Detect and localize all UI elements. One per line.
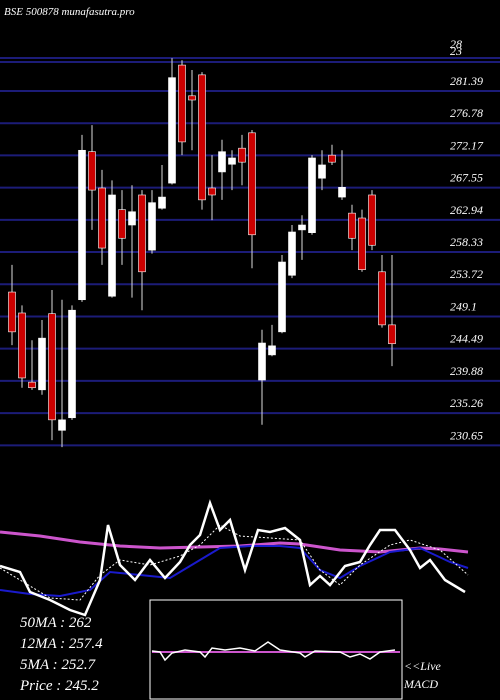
ma-line-mid [0,545,469,598]
candle-body [318,164,326,179]
candle-body [88,151,96,191]
candle-body [378,271,386,326]
macd-label: MACD [403,677,438,691]
y-tick-label: 281.39 [450,74,483,88]
candle-body [78,149,86,301]
candle-body [298,224,306,231]
y-tick-label: 267.55 [450,171,483,185]
candle-body [328,154,336,163]
macd-line [151,641,396,662]
candle-body [108,194,116,297]
candle-body [358,217,366,271]
candle-body [28,381,36,389]
candle-body [158,196,166,209]
candle-body [228,157,236,165]
y-tick-label: 235.26 [450,396,483,410]
candle-body [268,345,276,356]
candle-body [308,157,316,233]
candle-body [148,202,156,251]
legend-text: 5MA : 252.7 [20,657,97,673]
y-tick-label: 230.65 [450,428,483,442]
chart-title: BSE 500878 munafasutra.pro [4,6,135,18]
candle-body [138,194,146,273]
candle-body [8,291,16,333]
y-tick-label: 239.88 [450,364,483,378]
y-tick-label: 249.1 [450,299,477,313]
candle-body [288,231,296,276]
candle-body [188,95,196,101]
candle-body [368,194,376,246]
macd-box [149,599,403,700]
candle-body [238,147,246,163]
top-label: 28 [450,37,462,51]
candle-body [98,187,106,249]
legend-text: 12MA : 257.4 [20,636,103,652]
ma-line-short [0,524,469,601]
candle-body [178,64,186,143]
legend-text: 50MA : 262 [20,615,92,631]
y-tick-label: 258.33 [450,235,483,249]
candles [8,58,396,448]
y-tick-label: 262.94 [450,203,483,217]
top-label: 23 [450,44,462,58]
candle-body [388,324,396,345]
candle-body [258,342,266,381]
legend-text: Price : 245.2 [19,678,99,694]
price-line [0,499,466,617]
y-tick-label: 244.49 [450,332,483,346]
candle-body [338,186,346,198]
candle-body [58,419,66,431]
candle-body [118,209,126,239]
candle-body [248,132,256,236]
candle-body [128,211,136,226]
candle-body [48,313,56,421]
candle-body [38,337,46,391]
y-tick-label: 272.17 [450,138,484,152]
candle-body [68,309,76,419]
candle-body [218,151,226,173]
candle-body [198,74,206,201]
candle-body [208,187,216,196]
candle-body [18,312,26,379]
y-tick-label: 276.78 [450,106,483,120]
y-tick-label: 253.72 [450,267,483,281]
candle-body [278,261,286,333]
live-label: <<Live [404,659,442,673]
candle-body [348,212,356,239]
candle-body [168,77,176,184]
